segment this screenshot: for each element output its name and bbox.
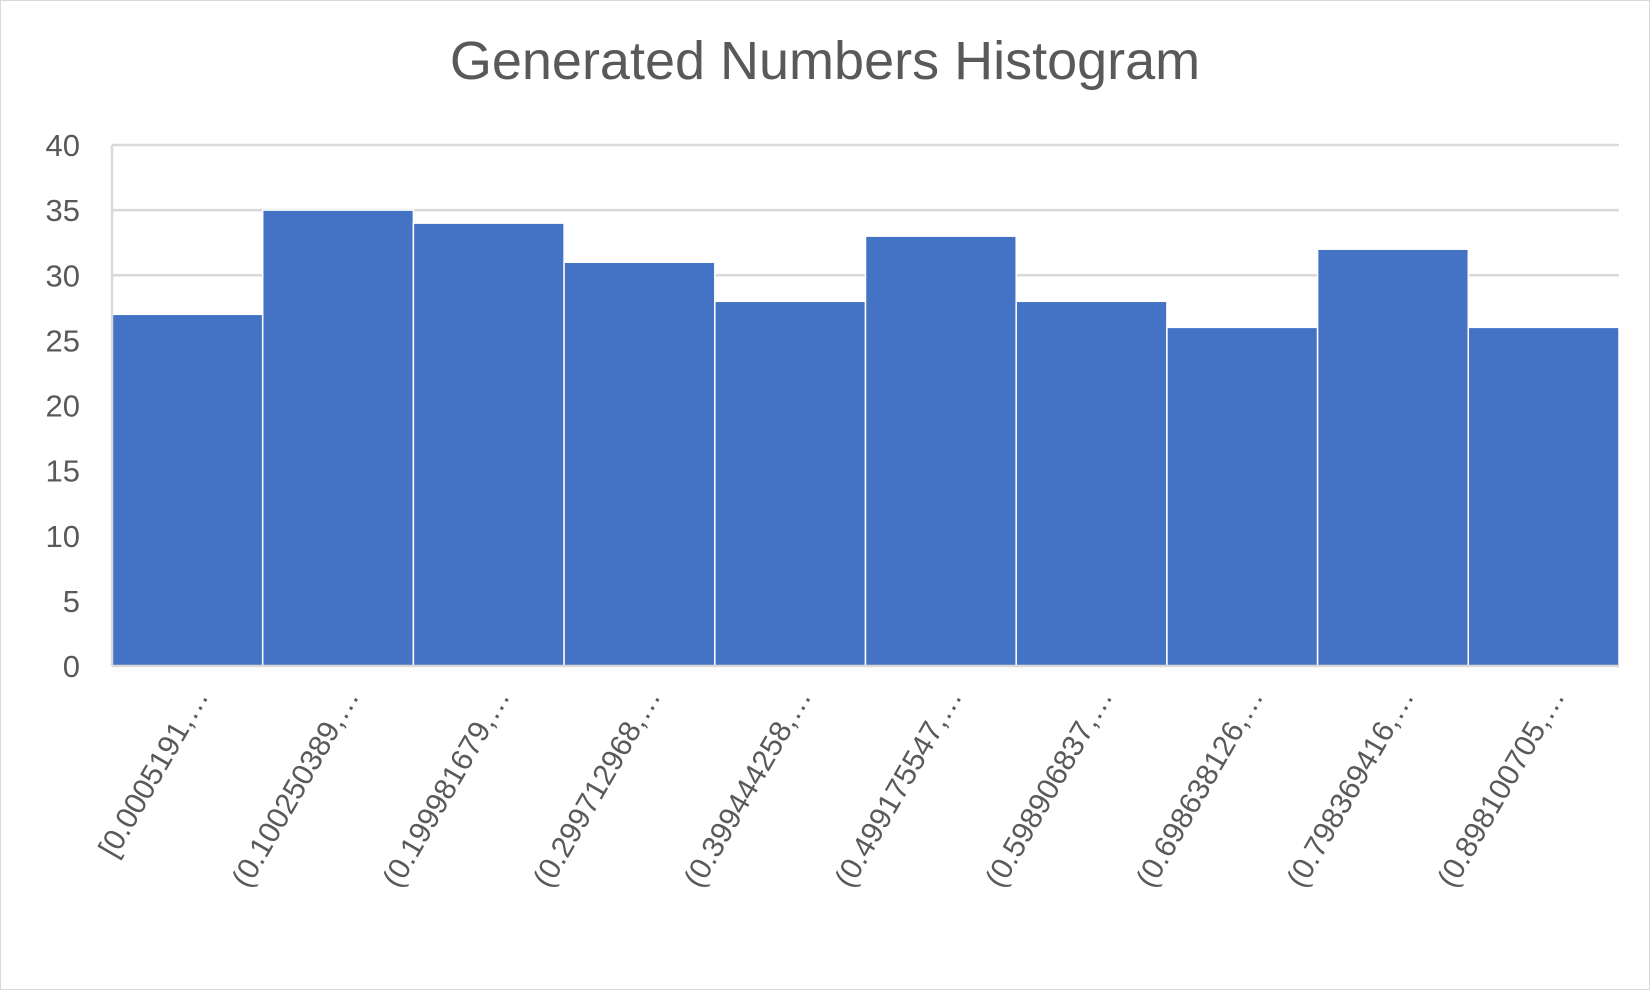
x-tick-labels: [0.0005191,… (0.100250389,… (0.199981679,……: [93, 683, 1572, 893]
x-tick-label: (0.499175547,…: [829, 683, 969, 893]
y-tick-label: 35: [46, 193, 80, 228]
y-tick-label: 0: [63, 649, 80, 684]
y-tick-label: 40: [46, 128, 80, 163]
chart-title: Generated Numbers Histogram: [449, 31, 1201, 91]
histogram-bar: [1015, 300, 1168, 667]
histogram-bar: [1166, 326, 1319, 667]
x-tick-label: (0.199981679,…: [376, 683, 516, 893]
y-tick-label: 10: [46, 519, 80, 554]
x-tick-label: (0.299712968,…: [527, 683, 667, 893]
x-tick-label: (0.100250389,…: [226, 683, 366, 893]
y-tick-label: 5: [63, 584, 80, 619]
histogram-bar: [1316, 248, 1470, 667]
histogram-bar: [563, 261, 716, 667]
histogram-bar: [714, 300, 867, 667]
x-tick-label: (0.598906837,…: [979, 683, 1119, 893]
x-tick-label: (0.798369416,…: [1281, 683, 1421, 893]
histogram-bar: [111, 313, 264, 667]
y-tick-labels: 0 5 10 15 20 25 30 35 40: [46, 128, 80, 684]
y-tick-label: 20: [46, 389, 80, 424]
histogram-bar: [864, 235, 1017, 667]
histogram-bar: [261, 209, 415, 667]
x-tick-label: (0.698638126,…: [1130, 683, 1270, 893]
axes: [110, 145, 1619, 668]
bars: [111, 209, 1620, 667]
histogram-bar: [1467, 326, 1620, 667]
x-tick-label: (0.399444258,…: [678, 683, 818, 893]
y-tick-label: 25: [46, 323, 80, 358]
y-tick-label: 30: [46, 258, 80, 293]
y-tick-label: 15: [46, 454, 80, 489]
histogram-bar: [412, 222, 565, 667]
x-tick-label: (0.898100705,…: [1431, 683, 1571, 893]
x-tick-label: [0.0005191,…: [93, 683, 216, 863]
